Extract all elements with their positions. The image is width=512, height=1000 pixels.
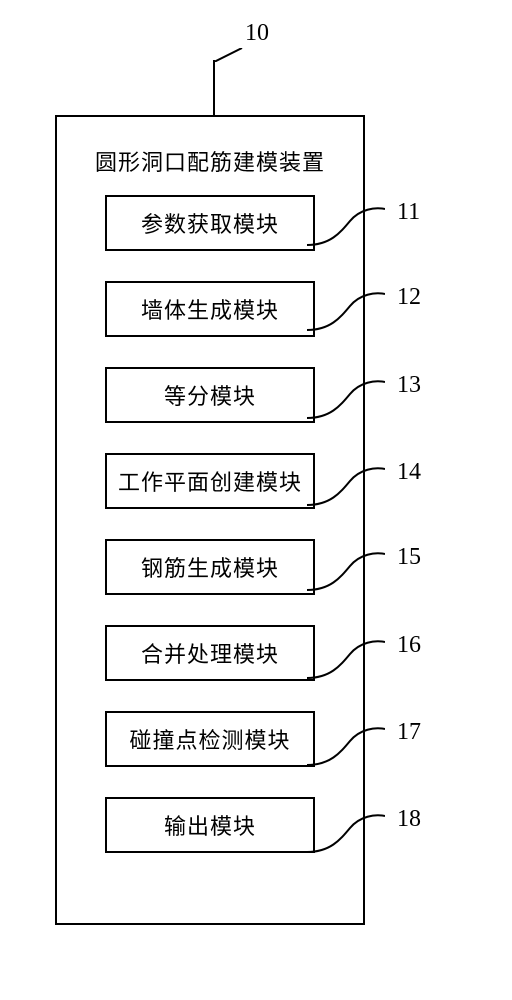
module-label: 等分模块 (164, 379, 256, 411)
callout-ref-label: 13 (397, 372, 421, 399)
callout-leader (305, 540, 385, 600)
callout-ref-label: 17 (397, 719, 421, 746)
device-title: 圆形洞口配筋建模装置 (57, 145, 363, 177)
container-ref-label: 10 (245, 20, 269, 47)
module-box: 等分模块 (105, 367, 315, 423)
callout-ref-label: 14 (397, 459, 421, 486)
callout-leader (305, 195, 385, 255)
module-label: 合并处理模块 (141, 637, 279, 669)
module-label: 参数获取模块 (141, 207, 279, 239)
callout-leader (305, 455, 385, 515)
callout-ref-label: 12 (397, 284, 421, 311)
callout: 16 (365, 628, 485, 688)
module-label: 工作平面创建模块 (118, 465, 302, 497)
callout-ref-label: 11 (397, 199, 420, 226)
module-box: 钢筋生成模块 (105, 539, 315, 595)
module-label: 碰撞点检测模块 (129, 723, 290, 755)
callout: 15 (365, 540, 485, 600)
module-box: 合并处理模块 (105, 625, 315, 681)
callout: 17 (365, 715, 485, 775)
module-label: 输出模块 (164, 809, 256, 841)
callout-leader (305, 715, 385, 775)
callout: 11 (365, 195, 485, 255)
module-label: 墙体生成模块 (141, 293, 279, 325)
module-box: 工作平面创建模块 (105, 453, 315, 509)
container-leader-vert (213, 60, 215, 115)
callout-leader (305, 280, 385, 340)
callout-ref-label: 16 (397, 632, 421, 659)
callout-leader (305, 802, 385, 862)
callout: 13 (365, 368, 485, 428)
module-box: 碰撞点检测模块 (105, 711, 315, 767)
callout: 14 (365, 455, 485, 515)
module-box: 参数获取模块 (105, 195, 315, 251)
module-box: 墙体生成模块 (105, 281, 315, 337)
callout-ref-label: 18 (397, 806, 421, 833)
callout-ref-label: 15 (397, 544, 421, 571)
module-label: 钢筋生成模块 (141, 551, 279, 583)
module-box: 输出模块 (105, 797, 315, 853)
callout: 18 (365, 802, 485, 862)
callout-leader (305, 628, 385, 688)
callout: 12 (365, 280, 485, 340)
callout-leader (305, 368, 385, 428)
container-leader-diag (214, 48, 244, 62)
